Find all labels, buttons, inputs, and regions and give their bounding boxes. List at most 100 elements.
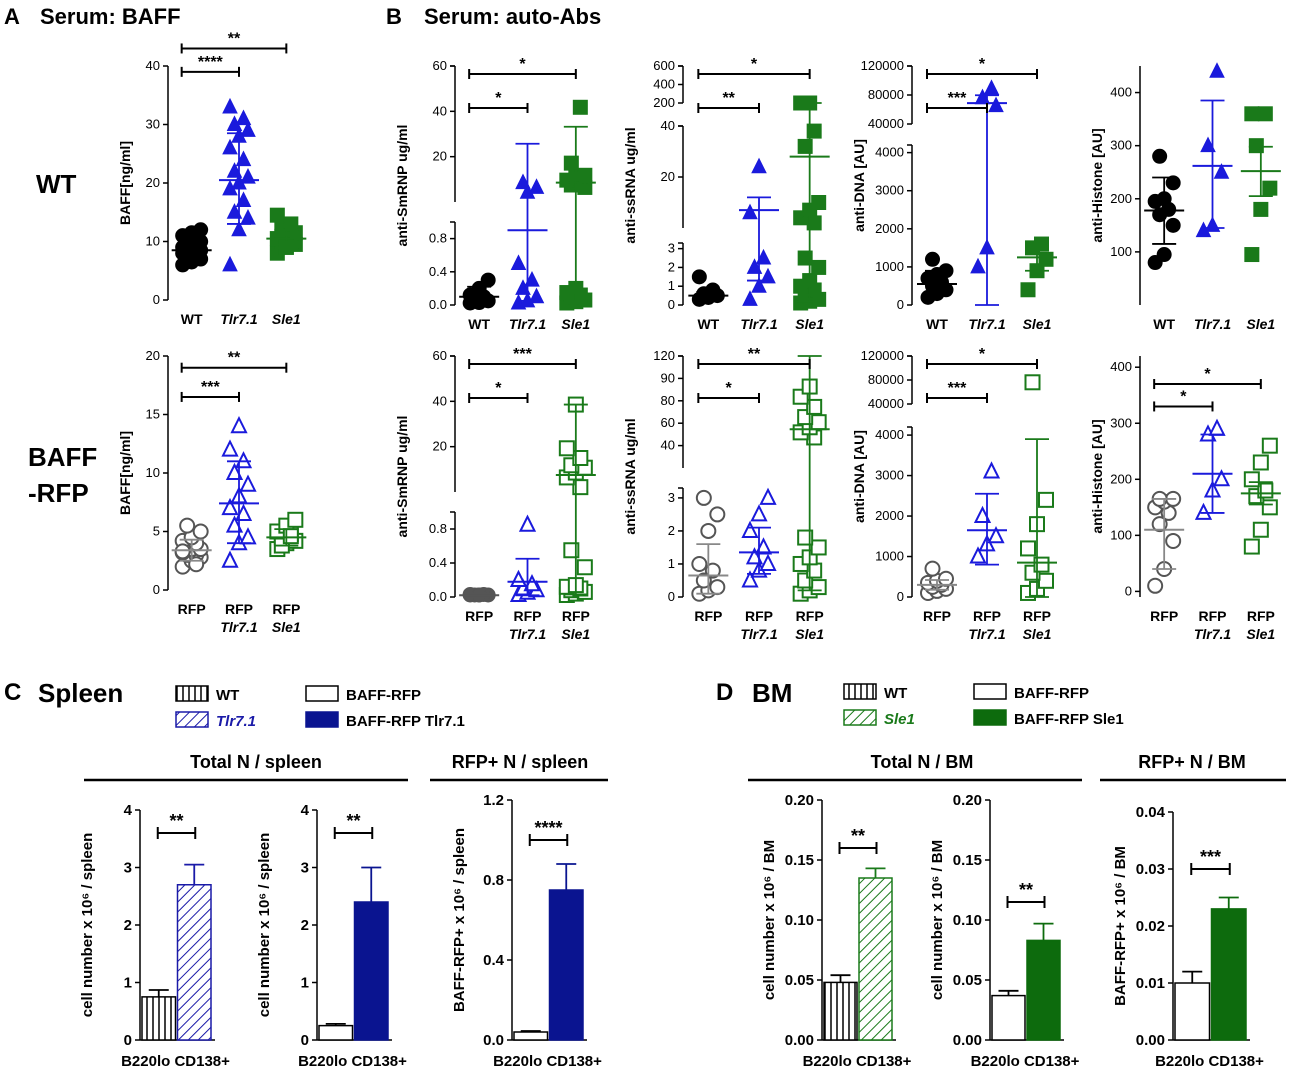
bar-chart-D3: 0.00 0.01 0.02 0.03 0.04 BAFF-RFP+ x 10⁶ / BM… [1112, 804, 1264, 1070]
data-point [691, 269, 707, 285]
data-point [235, 191, 252, 208]
y-axis-label: anti-SmRNP ug/ml [394, 416, 410, 538]
data-point [563, 542, 580, 559]
data-point [806, 123, 822, 139]
y-tick-label: 5 [153, 524, 160, 539]
x-category-label: WT [468, 316, 490, 332]
data-point [983, 79, 1000, 96]
bar-chart-C1: 0 1 2 3 4 cell number x 10⁶ / spleen ** B220lo … [79, 802, 230, 1070]
data-point [572, 450, 589, 466]
y-tick-label: 1 [124, 975, 132, 992]
y-tick-label: 40 [433, 393, 447, 408]
bar [858, 877, 893, 1041]
y-axis-label: cell number x 10⁶ / spleen [256, 833, 273, 1017]
row-label-rfp: -RFP [28, 478, 89, 508]
y-tick-label: 0.0 [483, 1032, 504, 1049]
panel-a-letter: A [4, 4, 20, 29]
y-tick-label: 3000 [875, 183, 904, 198]
data-point [235, 150, 252, 167]
sig-label: *** [948, 90, 967, 107]
data-point [283, 216, 299, 232]
x-category-label: WT [1153, 316, 1175, 332]
sig-label: * [1180, 388, 1187, 405]
y-tick-label: 40000 [868, 396, 904, 411]
legend-label: Sle1 [884, 711, 915, 728]
data-point [806, 398, 823, 415]
x-category-label: Tlr7.1 [509, 316, 547, 332]
bar [141, 996, 177, 1041]
data-point [518, 514, 537, 532]
y-tick-label: 300 [1110, 415, 1132, 430]
y-tick-label: 100 [1110, 244, 1132, 259]
data-point [480, 272, 496, 288]
sig-label: ** [851, 826, 865, 846]
data-point [982, 461, 1001, 479]
x-category-label: RFP [272, 601, 300, 617]
sig-label: ** [228, 30, 241, 47]
sig-label: **** [198, 54, 224, 71]
data-point [746, 258, 763, 274]
legend-swatch [175, 685, 209, 702]
x-axis-label: B220lo CD138+ [803, 1053, 912, 1070]
y-tick-label: 0.05 [785, 972, 814, 989]
data-point [240, 208, 256, 225]
data-point [1165, 217, 1181, 233]
data-point [221, 497, 239, 516]
data-point [810, 414, 827, 431]
y-tick-label: 20 [661, 169, 675, 184]
data-point [1209, 62, 1225, 78]
x-category-label: RFP [923, 608, 951, 624]
y-tick-label: 120000 [861, 348, 904, 363]
data-point [1243, 471, 1260, 488]
y-tick-label: 0.00 [785, 1032, 814, 1049]
data-point [528, 178, 545, 194]
x-category-label: RFP [514, 608, 542, 624]
x-category-sublabel: Sle1 [561, 626, 590, 642]
y-tick-label: 0.8 [429, 521, 447, 536]
data-point [988, 96, 1004, 113]
data-point [234, 503, 253, 521]
data-point [797, 250, 813, 266]
legend-label: WT [216, 687, 239, 704]
sig-label: **** [534, 818, 562, 838]
bar [548, 889, 584, 1041]
y-tick-label: 40 [661, 438, 675, 453]
sig-label: * [1204, 366, 1211, 383]
data-point [810, 579, 827, 596]
sig-label: *** [1200, 847, 1221, 867]
y-tick-label: 80 [661, 393, 675, 408]
data-point [1213, 163, 1230, 179]
data-point [1020, 540, 1036, 557]
y-tick-label: 2000 [875, 508, 904, 523]
row-label-baff: BAFF [28, 442, 97, 472]
legend-label: Tlr7.1 [216, 713, 256, 730]
data-point [1261, 499, 1278, 516]
y-tick-label: 80000 [868, 372, 904, 387]
y-tick-label: 0.8 [483, 872, 504, 889]
y-tick-label: 200 [1110, 471, 1132, 486]
y-tick-label: 2 [124, 917, 132, 934]
data-point [1244, 106, 1260, 122]
data-point [1038, 251, 1054, 267]
data-point [1165, 175, 1181, 191]
y-axis-label: anti-Histone [AU] [1089, 128, 1105, 242]
data-point [695, 489, 712, 506]
bar [1210, 908, 1247, 1041]
scatter-chart-B4: 100 200 300 400 anti-Histone [AU] WT Tlr7.1 Sle… [1089, 62, 1281, 332]
legend-swatch [305, 685, 339, 702]
y-tick-label: 2000 [875, 221, 904, 236]
y-axis-label: cell number x 10⁶ / BM [761, 840, 778, 1000]
sig-label: *** [513, 346, 532, 363]
data-point [1024, 374, 1041, 391]
data-point [704, 562, 721, 579]
y-tick-label: 60 [433, 348, 447, 363]
y-tick-label: 40000 [868, 116, 904, 131]
data-point [695, 572, 712, 589]
bar-chart-C2: 0 1 2 3 4 cell number x 10⁶ / spleen ** B220lo … [256, 802, 407, 1070]
y-axis-label: BAFF-RFP+ x 10⁶ / spleen [451, 828, 468, 1012]
sig-label: *** [201, 379, 220, 396]
y-tick-label: 40 [146, 58, 160, 73]
y-tick-label: 1 [668, 556, 675, 571]
